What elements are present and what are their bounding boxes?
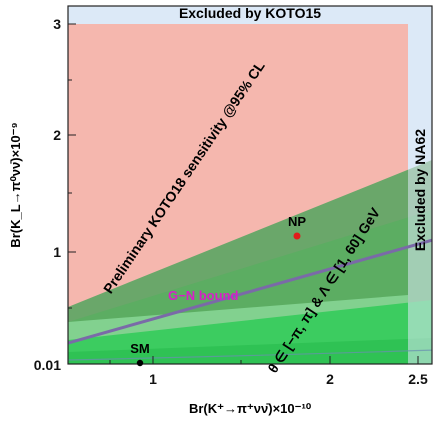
y-axis-title: Br(K_L→π⁰νν̄)×10⁻⁹ — [8, 122, 23, 247]
gn-bound-line — [68, 238, 432, 345]
koto15-label: Excluded by KOTO15 — [179, 5, 321, 21]
y-tick-label-3: 3 — [53, 16, 61, 32]
gn-bound-label: G−N bound — [168, 288, 238, 303]
y-tick-label-1: 1 — [53, 244, 61, 260]
x-axis — [109, 356, 419, 364]
x-axis-title: Br(K⁺→π⁺νν̄)×10⁻¹⁰ — [189, 401, 312, 416]
x-tick-label-2.5: 2.5 — [408, 371, 428, 387]
point-sm — [136, 359, 144, 367]
y-axis — [68, 23, 76, 365]
point-np — [293, 232, 301, 240]
plot-frame — [67, 5, 433, 365]
x-tick-label-2: 2 — [326, 371, 334, 387]
lower-boundary-curve — [68, 349, 432, 361]
na62-region — [408, 24, 432, 364]
y-tick-label-2: 2 — [53, 127, 61, 143]
plot-regions — [68, 24, 432, 364]
na62-label: Excluded by NA62 — [412, 129, 428, 251]
point-np-label: NP — [288, 214, 306, 229]
y-tick-label-0.01: 0.01 — [34, 357, 61, 373]
point-sm-label: SM — [130, 341, 150, 356]
x-tick-label-1: 1 — [149, 371, 157, 387]
